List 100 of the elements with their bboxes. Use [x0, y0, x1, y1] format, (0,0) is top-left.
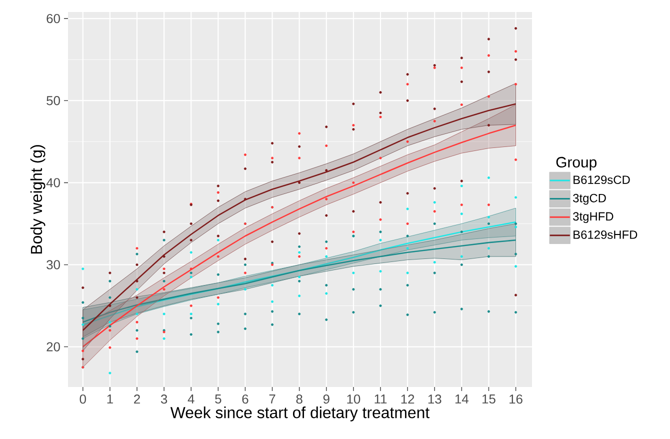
legend-label: B6129sCD	[574, 176, 630, 184]
point	[514, 311, 518, 314]
point	[352, 124, 355, 127]
point	[190, 316, 192, 320]
point	[216, 199, 220, 202]
point	[244, 272, 247, 274]
point	[433, 222, 436, 225]
point	[82, 301, 84, 304]
point	[460, 230, 463, 234]
x-tick-label: 1	[107, 394, 113, 404]
point	[487, 38, 490, 40]
point	[433, 108, 436, 110]
point	[514, 27, 518, 30]
point	[82, 268, 84, 270]
x-tick-label: 15	[482, 394, 496, 404]
point	[216, 273, 220, 276]
point	[514, 252, 518, 256]
point	[433, 260, 436, 264]
point	[190, 304, 192, 308]
y-tick-label: 50	[46, 96, 60, 106]
point	[298, 294, 301, 298]
point	[136, 252, 138, 256]
point	[216, 322, 220, 326]
point	[379, 304, 382, 308]
point	[379, 156, 382, 160]
point	[406, 234, 409, 238]
point	[136, 247, 138, 250]
point	[136, 280, 138, 282]
point	[433, 66, 436, 70]
x-tick-label: 12	[401, 394, 414, 404]
point	[460, 184, 463, 188]
point	[406, 192, 409, 195]
point	[460, 180, 463, 182]
point	[352, 230, 355, 234]
point	[487, 255, 490, 258]
point	[352, 128, 355, 131]
point	[487, 310, 490, 313]
point	[190, 333, 192, 336]
point	[487, 176, 490, 180]
point	[325, 318, 328, 321]
point	[379, 91, 382, 94]
point	[406, 272, 409, 274]
point	[460, 212, 463, 216]
point	[216, 330, 220, 334]
point	[244, 327, 247, 330]
point	[325, 144, 328, 148]
point	[190, 238, 192, 242]
point	[162, 230, 166, 234]
y-axis-title: Body weight (g)	[30, 145, 46, 254]
point	[433, 187, 436, 190]
point	[460, 66, 463, 70]
point	[325, 198, 328, 200]
point	[352, 288, 355, 291]
x-tick-label: 3	[160, 394, 168, 404]
x-tick-label: 7	[269, 394, 276, 404]
point	[406, 208, 409, 210]
point	[406, 99, 409, 102]
x-tick-label: 9	[323, 394, 330, 404]
point	[379, 218, 382, 221]
point	[352, 102, 355, 106]
point	[460, 263, 463, 266]
point	[460, 204, 463, 206]
point	[514, 82, 518, 86]
point	[82, 350, 84, 352]
x-tick-label: 10	[347, 394, 360, 404]
point	[270, 142, 274, 145]
point	[108, 329, 112, 332]
point	[460, 255, 463, 258]
legend-label: B6129sHFD	[574, 230, 638, 239]
line-series	[82, 124, 516, 348]
point	[190, 312, 192, 316]
point	[298, 181, 301, 184]
point	[514, 294, 518, 296]
point	[298, 255, 301, 258]
point	[270, 323, 274, 326]
y-tick-label: 20	[46, 342, 60, 352]
x-tick-label: 14	[455, 394, 468, 404]
point	[108, 346, 112, 349]
point	[136, 296, 138, 299]
point	[487, 70, 490, 74]
point	[82, 316, 84, 320]
point	[406, 222, 409, 225]
point	[298, 280, 301, 282]
x-tick-label: 16	[510, 394, 522, 404]
point	[325, 292, 328, 295]
point	[136, 288, 138, 291]
point	[108, 272, 112, 274]
point	[190, 222, 192, 225]
point	[298, 245, 301, 248]
point	[379, 112, 382, 114]
x-tick-label: 13	[428, 394, 442, 404]
point	[244, 167, 247, 170]
point	[433, 272, 436, 274]
point	[270, 160, 274, 164]
point	[162, 238, 166, 242]
point	[460, 308, 463, 310]
point	[136, 320, 138, 324]
point	[487, 222, 490, 225]
point	[162, 255, 166, 258]
point	[136, 263, 138, 266]
